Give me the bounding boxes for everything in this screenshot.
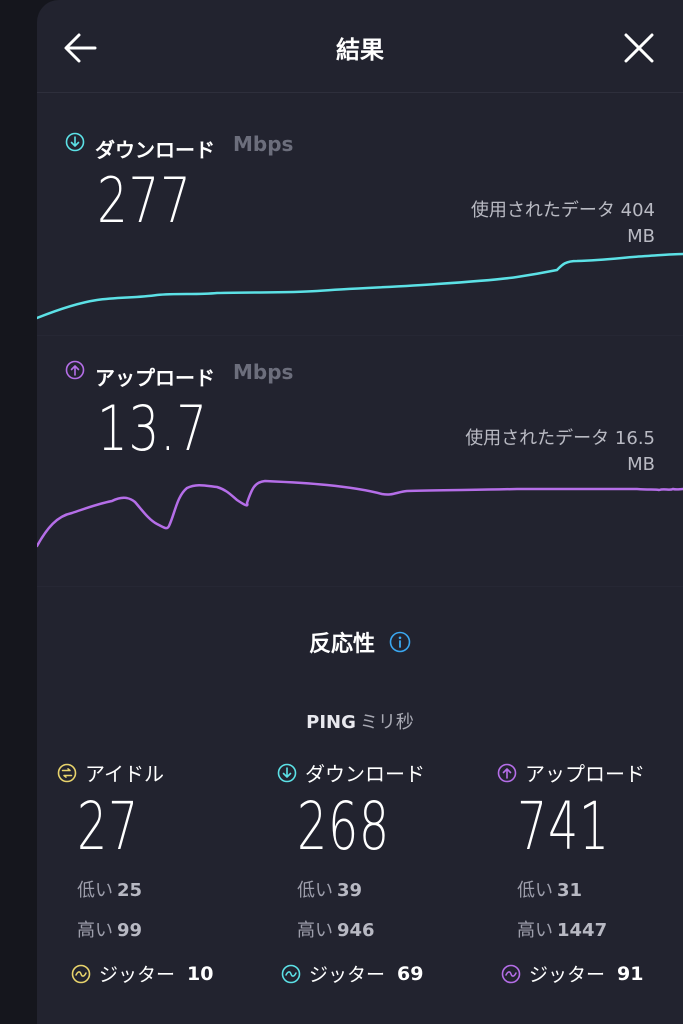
download-speed-value: 277 bbox=[97, 164, 192, 237]
upload-unit: Mbps bbox=[233, 360, 294, 384]
download-label: ダウンロード bbox=[95, 138, 215, 162]
low-label: 低い bbox=[77, 880, 113, 901]
low-value: 25 bbox=[117, 880, 143, 901]
section-divider bbox=[37, 335, 683, 336]
low-value: 39 bbox=[337, 880, 363, 901]
upload-graph-line bbox=[37, 479, 683, 548]
responsiveness-title: 反応性 bbox=[308, 632, 375, 657]
download-data-used-unit: MB bbox=[627, 226, 655, 247]
high-value: 1447 bbox=[557, 920, 608, 941]
ping-download-low: 低い 39 bbox=[297, 876, 362, 902]
responsiveness-header: 反応性 bbox=[37, 626, 683, 658]
high-label: 高い bbox=[297, 920, 333, 941]
ping-upload-low: 低い 31 bbox=[517, 876, 582, 902]
ping-upload-header: アップロード bbox=[497, 758, 645, 787]
high-value: 99 bbox=[117, 920, 143, 941]
ping-label: PING bbox=[306, 712, 356, 733]
jitter-label: ジッター bbox=[99, 964, 176, 986]
low-label: 低い bbox=[297, 880, 333, 901]
ping-idle-jitter: ジッター 10 bbox=[71, 960, 213, 987]
ping-download-high: 高い 946 bbox=[297, 916, 375, 942]
ping-unit: ミリ秒 bbox=[359, 712, 414, 733]
ping-upload-column: アップロード 741 低い 31 高い 1447 ジッター 91 bbox=[497, 754, 683, 994]
ping-upload-value: 741 bbox=[517, 788, 610, 865]
high-label: 高い bbox=[517, 920, 553, 941]
arrow-left-icon bbox=[64, 33, 97, 63]
ping-idle-value: 27 bbox=[77, 788, 139, 865]
ping-idle-label: アイドル bbox=[85, 762, 164, 786]
ping-download-header: ダウンロード bbox=[277, 758, 425, 787]
back-button[interactable] bbox=[61, 28, 101, 68]
ping-idle-high: 高い 99 bbox=[77, 916, 142, 942]
upload-speed-graph bbox=[37, 479, 683, 548]
low-label: 低い bbox=[517, 880, 553, 901]
jitter-wave-icon bbox=[281, 964, 301, 983]
idle-icon bbox=[57, 763, 77, 782]
upload-data-used-label: 使用されたデータ 16.5 bbox=[465, 428, 655, 449]
download-speed-graph bbox=[37, 252, 683, 320]
close-icon bbox=[624, 33, 654, 63]
ping-idle-low: 低い 25 bbox=[77, 876, 142, 902]
jitter-label: ジッター bbox=[529, 964, 606, 986]
upload-speed-value: 13.7 bbox=[97, 392, 208, 465]
header-divider bbox=[37, 92, 683, 93]
ping-idle-header: アイドル bbox=[57, 758, 164, 787]
jitter-value: 10 bbox=[187, 962, 214, 985]
ping-upload-high: 高い 1447 bbox=[517, 916, 607, 942]
ping-idle-column: アイドル 27 低い 25 高い 99 ジッター 10 bbox=[57, 754, 257, 994]
ping-download-value: 268 bbox=[297, 788, 390, 865]
ping-heading: PING ミリ秒 bbox=[37, 708, 683, 734]
top-bar: 結果 bbox=[37, 0, 683, 92]
ping-download-jitter: ジッター 69 bbox=[281, 960, 423, 987]
jitter-wave-icon bbox=[501, 964, 521, 983]
high-label: 高い bbox=[77, 920, 113, 941]
jitter-label: ジッター bbox=[309, 964, 386, 986]
low-value: 31 bbox=[557, 880, 583, 901]
upload-arrow-icon bbox=[65, 360, 85, 380]
section-divider bbox=[37, 586, 683, 587]
ping-download-column: ダウンロード 268 低い 39 高い 946 ジッター 69 bbox=[277, 754, 477, 994]
info-icon[interactable] bbox=[389, 631, 411, 653]
upload-label: アップロード bbox=[95, 366, 215, 390]
download-graph-line bbox=[37, 252, 683, 320]
ping-download-label: ダウンロード bbox=[305, 762, 425, 786]
download-data-used-label: 使用されたデータ 404 bbox=[470, 200, 655, 221]
high-value: 946 bbox=[337, 920, 375, 941]
jitter-wave-icon bbox=[71, 964, 91, 983]
close-button[interactable] bbox=[619, 28, 659, 68]
ping-upload-jitter: ジッター 91 bbox=[501, 960, 643, 987]
results-sheet: 結果 ダウンロード Mbps 277 使用されたデータ 404 MB アップロー… bbox=[37, 0, 683, 1024]
jitter-value: 91 bbox=[617, 962, 644, 985]
upload-data-used: 使用されたデータ 16.5 MB bbox=[395, 426, 655, 478]
ping-upload-label: アップロード bbox=[525, 762, 645, 786]
jitter-value: 69 bbox=[397, 962, 424, 985]
download-arrow-icon bbox=[65, 132, 85, 152]
upload-data-used-unit: MB bbox=[627, 454, 655, 475]
download-arrow-icon bbox=[277, 763, 297, 782]
download-unit: Mbps bbox=[233, 132, 294, 156]
upload-arrow-icon bbox=[497, 763, 517, 782]
page-title: 結果 bbox=[336, 36, 384, 64]
download-data-used: 使用されたデータ 404 MB bbox=[395, 198, 655, 250]
